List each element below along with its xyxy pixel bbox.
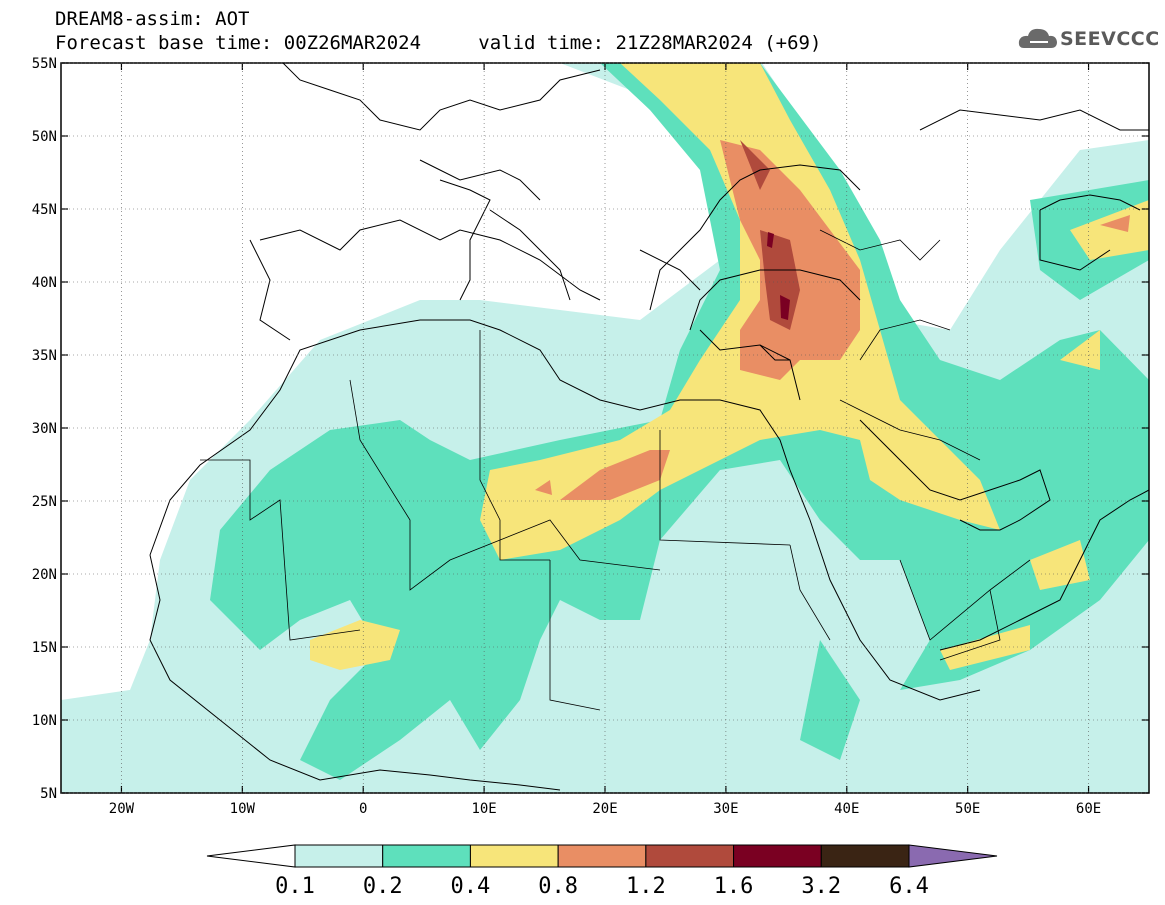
colorbar-swatch <box>557 844 647 868</box>
lat-tick-label: 5N <box>40 786 57 802</box>
colorbar-swatch <box>294 844 384 868</box>
lat-tick-label: 10N <box>32 713 57 729</box>
lon-tick-label: 20W <box>109 801 135 817</box>
colorbar-label: 1.2 <box>626 874 666 899</box>
colorbar-label: 3.2 <box>801 874 841 899</box>
lon-tick-label: 0 <box>359 801 367 817</box>
colorbar-swatch <box>733 844 822 868</box>
lat-tick-label: 30N <box>32 421 57 437</box>
map-title: DREAM8-assim: AOT <box>55 8 250 30</box>
colorbar-high-arrow <box>908 844 998 868</box>
lat-tick-label: 40N <box>32 275 57 291</box>
borders <box>200 229 1031 711</box>
valid-time: valid time: 21Z28MAR2024 (+69) <box>478 32 822 54</box>
forecast-base-time: Forecast base time: 00Z26MAR2024 <box>55 32 422 54</box>
colorbar-label: 0.2 <box>363 874 403 899</box>
lat-tick-label: 55N <box>32 56 57 72</box>
cloud-icon <box>1018 28 1057 48</box>
colorbar-swatch <box>469 844 559 868</box>
lat-tick-label: 35N <box>32 348 57 364</box>
colorbar: 0.1 0.2 0.4 0.8 1.2 1.6 3.2 6.4 <box>206 844 998 899</box>
lat-tick-label: 15N <box>32 640 57 656</box>
lat-tick-label: 50N <box>32 129 57 145</box>
lon-tick-label: 30E <box>713 801 738 817</box>
colorbar-label: 1.6 <box>714 874 754 899</box>
lon-tick-label: 40E <box>834 801 859 817</box>
colorbar-label: 6.4 <box>889 874 929 899</box>
lon-tick-label: 20E <box>592 801 617 817</box>
map-subtitle: Forecast base time: 00Z26MAR2024 valid t… <box>55 32 821 54</box>
colorbar-swatch <box>382 844 471 868</box>
colorbar-swatch <box>645 844 735 868</box>
lon-tick-label: 60E <box>1076 801 1101 817</box>
colorbar-label: 0.1 <box>275 874 315 899</box>
colorbar-label: 0.4 <box>451 874 491 899</box>
coastlines <box>149 63 1149 791</box>
lat-tick-label: 20N <box>32 567 57 583</box>
lon-tick-label: 50E <box>955 801 980 817</box>
gridlines <box>61 62 1149 794</box>
lon-tick-label: 10W <box>230 801 256 817</box>
axis-ticks: 20W 10W 0 10E 20E 30E 40E 50E 60E 55N 50N 45N 40N 35N… <box>32 56 1149 817</box>
lat-tick-label: 45N <box>32 202 57 218</box>
lon-tick-label: 10E <box>471 801 496 817</box>
seevccc-logo: SEEVCCC <box>1060 28 1160 50</box>
colorbar-label: 0.8 <box>538 874 578 899</box>
lat-tick-label: 25N <box>32 494 57 510</box>
colorbar-swatch <box>820 844 910 868</box>
colorbar-low-arrow <box>206 844 296 868</box>
